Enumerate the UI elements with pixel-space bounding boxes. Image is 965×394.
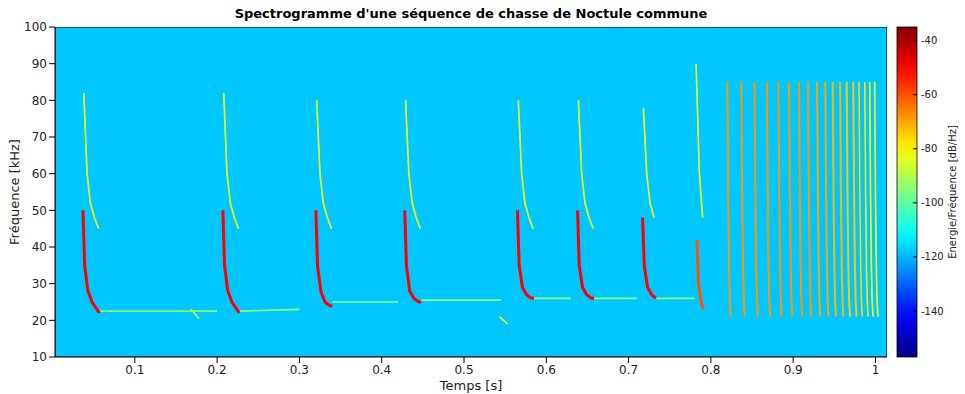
svg-text:0.2: 0.2 (208, 363, 227, 377)
svg-text:20: 20 (32, 314, 47, 328)
svg-text:80: 80 (32, 94, 47, 108)
svg-text:100: 100 (24, 20, 47, 34)
svg-text:-60: -60 (921, 89, 937, 100)
svg-text:-40: -40 (921, 35, 937, 46)
svg-text:10: 10 (32, 350, 47, 364)
svg-text:60: 60 (32, 167, 47, 181)
svg-text:0.8: 0.8 (701, 363, 720, 377)
svg-text:0.1: 0.1 (125, 363, 144, 377)
svg-text:0.6: 0.6 (537, 363, 556, 377)
svg-text:1: 1 (872, 363, 880, 377)
svg-text:Temps [s]: Temps [s] (439, 378, 502, 393)
svg-text:0.4: 0.4 (372, 363, 391, 377)
svg-text:0.5: 0.5 (454, 363, 473, 377)
html-text:Spectrogramme d'une séquence d: Spectrogramme d'une séquence de chasse d… (234, 6, 708, 21)
svg-text:0.3: 0.3 (290, 363, 309, 377)
svg-text:0.7: 0.7 (619, 363, 638, 377)
svg-text:0.9: 0.9 (784, 363, 803, 377)
svg-text:30: 30 (32, 277, 47, 291)
svg-text:70: 70 (32, 130, 47, 144)
svg-text:Energie/Fréquence [dB/Hz]: Energie/Fréquence [dB/Hz] (947, 125, 958, 259)
svg-text:-100: -100 (921, 197, 944, 208)
svg-text:90: 90 (32, 57, 47, 71)
svg-text:50: 50 (32, 204, 47, 218)
svg-text:40: 40 (32, 240, 47, 254)
svg-text:-140: -140 (921, 306, 944, 317)
svg-text:Fréquence [kHz]: Fréquence [kHz] (7, 139, 22, 245)
svg-text:-80: -80 (921, 143, 937, 154)
svg-text:-120: -120 (921, 251, 944, 262)
